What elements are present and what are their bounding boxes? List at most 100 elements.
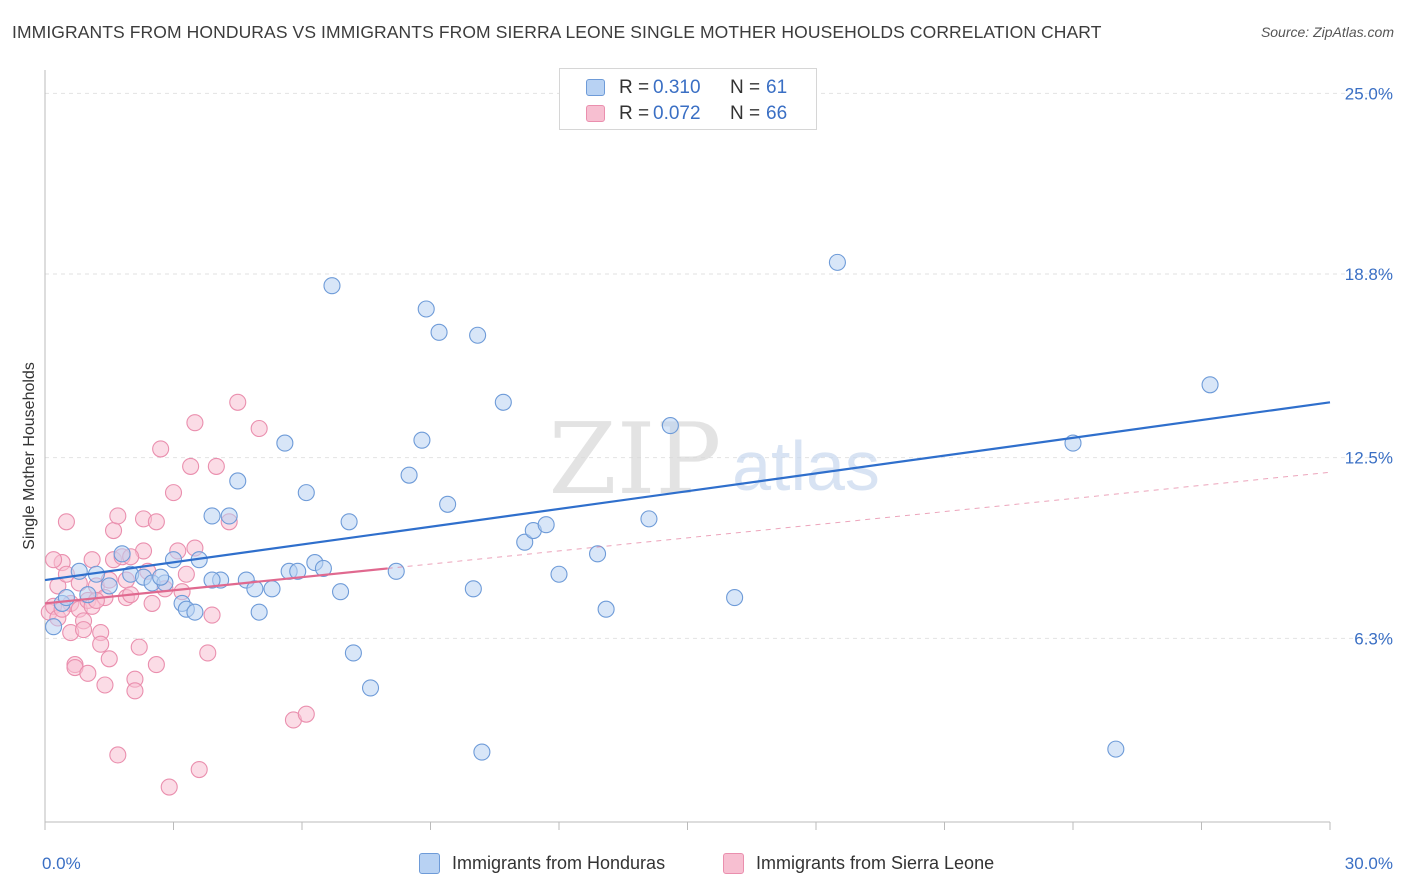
point-sierra-leone-6 xyxy=(57,513,75,531)
point-sierra-leone-44 xyxy=(164,484,183,502)
point-honduras-31 xyxy=(323,277,341,295)
point-sierra-leone-18 xyxy=(83,551,101,569)
point-honduras-46 xyxy=(516,533,534,551)
point-honduras-37 xyxy=(400,466,418,484)
point-sierra-leone-24 xyxy=(100,650,118,668)
watermark-zip: ZIP xyxy=(549,403,722,517)
point-sierra-leone-64 xyxy=(147,513,165,531)
point-sierra-leone-52 xyxy=(199,644,217,662)
point-honduras-43 xyxy=(469,326,487,344)
point-honduras-54 xyxy=(726,589,744,607)
watermark: ZIP atlas xyxy=(549,403,880,517)
bottom-legend-label-honduras: Immigrants from Honduras xyxy=(452,853,666,873)
point-honduras-7 xyxy=(113,545,131,563)
point-honduras-6 xyxy=(100,577,118,595)
point-sierra-leone-40 xyxy=(147,656,165,674)
point-honduras-48 xyxy=(537,516,555,534)
point-honduras-2 xyxy=(57,589,75,607)
point-sierra-leone-57 xyxy=(250,419,268,438)
point-honduras-22 xyxy=(246,580,264,598)
point-honduras-39 xyxy=(417,300,435,318)
legend-r-label: R = xyxy=(619,77,650,98)
point-sierra-leone-21 xyxy=(92,635,110,653)
axes xyxy=(44,70,1331,830)
point-honduras-38 xyxy=(413,431,431,449)
point-honduras-34 xyxy=(344,644,362,662)
trend-line-sierra-leone-extended xyxy=(387,471,1331,569)
point-honduras-32 xyxy=(331,583,350,601)
point-sierra-leone-47 xyxy=(177,565,195,583)
point-honduras-44 xyxy=(473,743,491,761)
point-sierra-leone-54 xyxy=(207,457,225,475)
legend-swatch-sierra-leone xyxy=(586,105,605,122)
point-honduras-35 xyxy=(361,679,380,697)
point-honduras-42 xyxy=(464,580,482,598)
trend-line-sierra-leone xyxy=(44,567,388,605)
grid xyxy=(45,92,1390,639)
x-tick-label-0: 0.0% xyxy=(42,854,81,873)
point-honduras-52 xyxy=(640,510,658,528)
point-honduras-45 xyxy=(494,393,512,411)
point-honduras-59 xyxy=(152,568,170,586)
point-sierra-leone-25 xyxy=(104,521,123,540)
legend-n-value: 66 xyxy=(766,103,788,124)
point-sierra-leone-34 xyxy=(126,682,144,700)
point-honduras-55 xyxy=(828,253,846,271)
bottom-legend-label-sierra-leone: Immigrants from Sierra Leone xyxy=(756,853,995,873)
tick-labels: 6.3% 12.5% 18.8% 25.0% 0.0% 30.0% xyxy=(42,84,1393,873)
point-honduras-58 xyxy=(1201,376,1219,394)
legend-swatch-honduras xyxy=(586,79,605,96)
point-sierra-leone-14 xyxy=(75,621,93,639)
y-tick-label-3: 25.0% xyxy=(1345,84,1393,103)
point-sierra-leone-53 xyxy=(203,606,221,624)
legend-r-value: 0.310 xyxy=(653,77,701,98)
point-honduras-20 xyxy=(229,472,247,490)
watermark-atlas: atlas xyxy=(732,427,880,505)
point-sierra-leone-39 xyxy=(143,594,161,612)
point-honduras-0 xyxy=(45,618,63,636)
point-sierra-leone-59 xyxy=(297,705,315,723)
y-tick-label-0: 6.3% xyxy=(1354,629,1393,648)
point-sierra-leone-15 xyxy=(79,664,97,682)
point-honduras-28 xyxy=(297,484,315,502)
point-honduras-40 xyxy=(430,323,448,341)
point-sierra-leone-43 xyxy=(160,778,178,796)
point-honduras-27 xyxy=(289,562,307,580)
point-honduras-25 xyxy=(276,434,294,452)
point-sierra-leone-56 xyxy=(229,393,247,411)
point-honduras-60 xyxy=(203,571,221,589)
point-sierra-leone-60 xyxy=(45,551,63,569)
point-sierra-leone-50 xyxy=(186,414,204,432)
point-honduras-15 xyxy=(186,603,204,621)
point-honduras-36 xyxy=(387,562,405,580)
point-honduras-57 xyxy=(1107,740,1125,758)
point-sierra-leone-48 xyxy=(182,457,200,475)
point-honduras-41 xyxy=(439,495,457,513)
point-honduras-30 xyxy=(314,559,332,577)
series-sierra-leone-points xyxy=(40,393,315,796)
y-axis-label: Single Mother Households xyxy=(21,362,38,550)
y-tick-label-2: 18.8% xyxy=(1345,265,1393,284)
legend-n-label: N = xyxy=(730,103,761,124)
bottom-legend-swatch-sierra-leone xyxy=(723,853,744,874)
trend-lines xyxy=(44,401,1331,605)
point-sierra-leone-35 xyxy=(130,638,148,656)
legend-n-value: 61 xyxy=(766,77,788,98)
legend-r-value: 0.072 xyxy=(653,103,701,124)
point-sierra-leone-51 xyxy=(190,760,208,779)
point-honduras-51 xyxy=(597,600,615,618)
point-honduras-17 xyxy=(203,507,221,525)
legend-r-label: R = xyxy=(619,103,650,124)
legend-n-label: N = xyxy=(730,77,761,98)
point-honduras-12 xyxy=(164,551,183,569)
point-honduras-24 xyxy=(263,580,281,598)
point-honduras-33 xyxy=(340,513,358,531)
point-honduras-49 xyxy=(550,565,568,583)
point-honduras-50 xyxy=(588,545,607,563)
point-honduras-19 xyxy=(220,507,238,525)
x-tick-label-1: 30.0% xyxy=(1345,854,1393,873)
point-sierra-leone-28 xyxy=(109,746,127,764)
point-sierra-leone-27 xyxy=(109,507,127,525)
chart-title: IMMIGRANTS FROM HONDURAS VS IMMIGRANTS F… xyxy=(12,22,1102,42)
point-sierra-leone-41 xyxy=(152,440,170,458)
